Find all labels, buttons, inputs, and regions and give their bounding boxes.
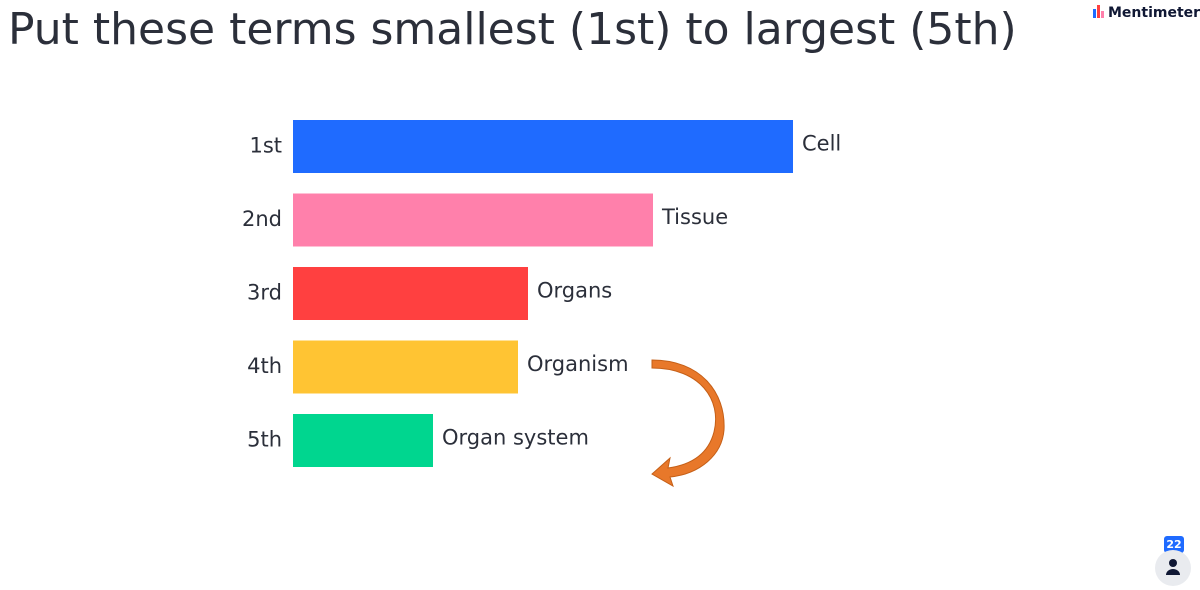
rank-label: 3rd bbox=[247, 281, 282, 305]
bar-label: Tissue bbox=[661, 205, 728, 229]
curved-arrow bbox=[651, 359, 725, 488]
logo-bar bbox=[1093, 9, 1096, 18]
brand-logo: Mentimeter bbox=[1093, 5, 1200, 21]
bar-label: Organs bbox=[537, 279, 612, 303]
bar-label: Cell bbox=[802, 132, 841, 156]
bar bbox=[293, 193, 653, 247]
bar-label: Organism bbox=[527, 352, 629, 376]
bar bbox=[293, 267, 528, 320]
bar bbox=[293, 120, 793, 173]
logo-bar bbox=[1097, 5, 1100, 18]
participant-badge bbox=[1164, 536, 1184, 553]
rank-label: 4th bbox=[247, 354, 282, 378]
person-icon-body bbox=[1166, 569, 1180, 575]
rank-label: 1st bbox=[249, 134, 282, 158]
rank-label: 5th bbox=[247, 428, 282, 452]
brand-name: Mentimeter bbox=[1108, 5, 1200, 21]
participant-count: 22 bbox=[1166, 538, 1181, 551]
rank-label: 2nd bbox=[242, 207, 282, 231]
slide-title: Put these terms smallest (1st) to larges… bbox=[8, 4, 1017, 55]
logo-bar bbox=[1101, 11, 1104, 18]
person-icon-head bbox=[1169, 559, 1177, 567]
bar-label: Organ system bbox=[442, 426, 589, 450]
participant-button[interactable] bbox=[1155, 550, 1191, 586]
bar bbox=[293, 414, 433, 467]
participant-widget: 22 bbox=[1155, 536, 1191, 586]
bar bbox=[293, 340, 518, 394]
